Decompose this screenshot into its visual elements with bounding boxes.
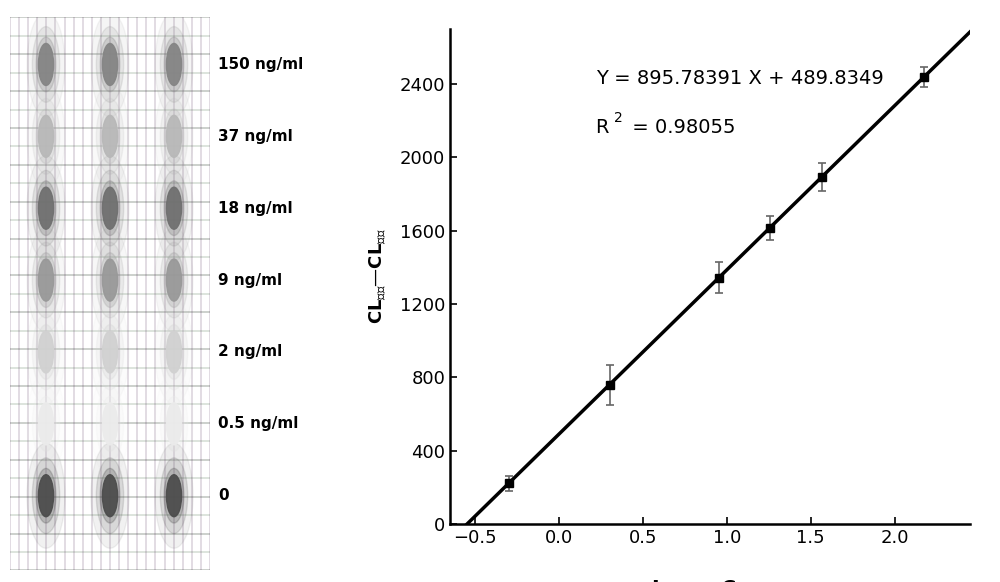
Circle shape (164, 181, 184, 236)
Circle shape (155, 12, 193, 117)
Circle shape (38, 475, 54, 517)
Circle shape (91, 84, 129, 189)
Circle shape (91, 155, 129, 261)
Circle shape (91, 12, 129, 117)
Circle shape (160, 27, 188, 102)
Circle shape (96, 27, 124, 102)
Text: 9 ng/ml: 9 ng/ml (218, 272, 283, 288)
Circle shape (38, 331, 54, 373)
Circle shape (36, 37, 56, 92)
Circle shape (36, 396, 56, 451)
Circle shape (155, 371, 193, 476)
Circle shape (100, 325, 120, 379)
Circle shape (102, 259, 118, 301)
Text: R: R (596, 118, 609, 137)
Circle shape (155, 84, 193, 189)
Circle shape (160, 242, 188, 318)
Circle shape (96, 242, 124, 318)
Circle shape (32, 314, 60, 390)
Circle shape (166, 475, 182, 517)
Text: CL$_{空白}$—CL$_{样品}$: CL$_{空白}$—CL$_{样品}$ (367, 229, 388, 324)
Circle shape (164, 469, 184, 523)
Circle shape (102, 115, 118, 157)
Circle shape (91, 299, 129, 404)
Circle shape (166, 44, 182, 86)
Circle shape (164, 396, 184, 451)
Circle shape (164, 109, 184, 164)
Circle shape (27, 84, 65, 189)
Circle shape (36, 253, 56, 307)
Circle shape (27, 299, 65, 404)
Circle shape (27, 228, 65, 333)
Circle shape (36, 109, 56, 164)
Circle shape (102, 403, 118, 445)
Circle shape (96, 458, 124, 534)
Text: 0.5 ng/ml: 0.5 ng/ml (218, 416, 299, 431)
Circle shape (100, 181, 120, 236)
Circle shape (155, 155, 193, 261)
Circle shape (36, 181, 56, 236)
Circle shape (166, 187, 182, 229)
Circle shape (100, 37, 120, 92)
Circle shape (160, 314, 188, 390)
Circle shape (102, 187, 118, 229)
Circle shape (96, 386, 124, 462)
Circle shape (27, 12, 65, 117)
Circle shape (38, 115, 54, 157)
Circle shape (155, 299, 193, 404)
Circle shape (96, 171, 124, 246)
Circle shape (164, 37, 184, 92)
Text: = 0.98055: = 0.98055 (626, 118, 735, 137)
Circle shape (38, 259, 54, 301)
Circle shape (166, 115, 182, 157)
Circle shape (160, 386, 188, 462)
Circle shape (27, 155, 65, 261)
Circle shape (27, 443, 65, 548)
Circle shape (91, 228, 129, 333)
Circle shape (96, 314, 124, 390)
Circle shape (91, 443, 129, 548)
Circle shape (32, 458, 60, 534)
Text: 2 ng/ml: 2 ng/ml (218, 345, 283, 360)
Circle shape (100, 396, 120, 451)
Circle shape (36, 469, 56, 523)
Circle shape (160, 171, 188, 246)
Circle shape (166, 331, 182, 373)
Circle shape (100, 253, 120, 307)
Circle shape (32, 386, 60, 462)
Circle shape (32, 171, 60, 246)
Circle shape (102, 475, 118, 517)
Circle shape (166, 259, 182, 301)
Circle shape (102, 331, 118, 373)
Circle shape (100, 109, 120, 164)
Circle shape (38, 403, 54, 445)
Circle shape (96, 98, 124, 174)
Circle shape (100, 469, 120, 523)
Circle shape (32, 27, 60, 102)
Circle shape (155, 443, 193, 548)
Text: 2: 2 (614, 111, 623, 125)
Circle shape (164, 253, 184, 307)
Circle shape (27, 371, 65, 476)
Circle shape (38, 44, 54, 86)
Circle shape (155, 228, 193, 333)
Circle shape (38, 187, 54, 229)
Circle shape (102, 44, 118, 86)
Text: 150 ng/ml: 150 ng/ml (218, 57, 304, 72)
Circle shape (32, 98, 60, 174)
Circle shape (91, 371, 129, 476)
Text: Log$_{10}$ C可卡因: Log$_{10}$ C可卡因 (651, 579, 769, 582)
Circle shape (166, 403, 182, 445)
Circle shape (160, 458, 188, 534)
Text: 18 ng/ml: 18 ng/ml (218, 201, 293, 216)
Text: Y = 895.78391 X + 489.8349: Y = 895.78391 X + 489.8349 (596, 69, 883, 88)
Circle shape (36, 325, 56, 379)
Circle shape (32, 242, 60, 318)
Text: 0: 0 (218, 488, 229, 503)
Circle shape (164, 325, 184, 379)
Text: 37 ng/ml: 37 ng/ml (218, 129, 293, 144)
Circle shape (160, 98, 188, 174)
